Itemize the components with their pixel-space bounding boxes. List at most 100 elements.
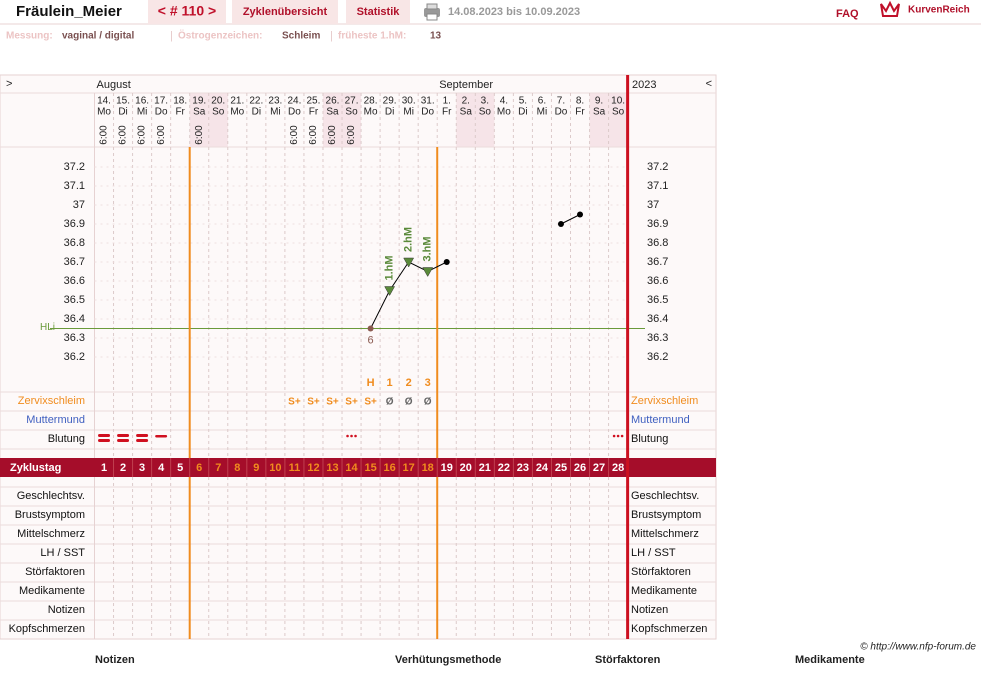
- cycle-nav[interactable]: < # 110 >: [158, 3, 216, 19]
- y-tick-label: 36.8: [64, 237, 85, 249]
- cervix-symbol: S+: [307, 397, 320, 408]
- y-tick-label: 36.6: [64, 275, 85, 287]
- bleeding-label: Blutung: [48, 433, 85, 445]
- cervix-symbol: Ø: [386, 397, 394, 408]
- info-label: Messung:: [6, 31, 53, 42]
- footer-section: Medikamente: [795, 654, 865, 666]
- spotting-mark: [616, 434, 620, 438]
- row-label: Kopfschmerzen: [9, 623, 85, 635]
- hm-marker: [403, 257, 415, 268]
- hm-marker: [384, 286, 396, 297]
- y-tick-label: 36.4: [64, 313, 85, 325]
- cervix-symbol: S+: [288, 397, 301, 408]
- y-tick-label: 36.9: [64, 218, 85, 230]
- date: 7.: [557, 96, 565, 107]
- date: 27.: [345, 96, 359, 107]
- month-label: August: [97, 79, 131, 91]
- bleeding-mark: [136, 434, 149, 437]
- weekday: Sa: [593, 107, 606, 118]
- date: 20.: [211, 96, 225, 107]
- date: 8.: [576, 96, 584, 107]
- measure-time: 6:00: [118, 125, 129, 145]
- weekday: Mo: [497, 107, 511, 118]
- point-label: 6: [368, 334, 374, 346]
- cycle-day: 4: [158, 462, 165, 474]
- weekend-shade: [456, 93, 476, 147]
- row-label-right: Geschlechtsv.: [631, 490, 699, 502]
- y-tick-label-right: 37.1: [647, 180, 668, 192]
- tab[interactable]: Zyklenübersicht: [243, 6, 328, 18]
- date: 19.: [192, 96, 206, 107]
- weekday: Mi: [270, 107, 281, 118]
- logo-text[interactable]: KurvenReich: [908, 5, 970, 16]
- y-tick-label: 37.2: [64, 161, 85, 173]
- cycle-day: 21: [479, 462, 491, 474]
- date: 22.: [249, 96, 263, 107]
- y-tick-label-right: 36.9: [647, 218, 668, 230]
- footer-section: Verhütungsmethode: [395, 654, 501, 666]
- y-tick-label: 36.3: [64, 332, 85, 344]
- weekday: Mi: [537, 107, 548, 118]
- weekend-shade: [589, 93, 609, 147]
- weekday: Fr: [309, 107, 319, 118]
- weekday: Mi: [403, 107, 414, 118]
- weekday: So: [212, 107, 225, 118]
- weekday: Mi: [137, 107, 148, 118]
- row-label-right: Mittelschmerz: [631, 528, 699, 540]
- y-tick-label: 37.1: [64, 180, 85, 192]
- nav-left[interactable]: >: [6, 78, 12, 90]
- tab[interactable]: Statistik: [357, 6, 401, 18]
- date: 30.: [402, 96, 416, 107]
- weekend-shade: [208, 93, 228, 147]
- y-tick-label-right: 37.2: [647, 161, 668, 173]
- cycle-day: 3: [139, 462, 145, 474]
- cycle-day: 2: [120, 462, 126, 474]
- measure-time: 6:00: [346, 125, 357, 145]
- weekday: Sa: [460, 107, 473, 118]
- row-label-right: Notizen: [631, 604, 668, 616]
- cycle-day: 25: [555, 462, 567, 474]
- tab-bg: [346, 0, 410, 24]
- date: 21.: [230, 96, 244, 107]
- cycle-day: 6: [196, 462, 202, 474]
- print-icon[interactable]: [424, 3, 440, 21]
- measure-time: 6:00: [289, 125, 300, 145]
- temperature-point: [577, 211, 584, 218]
- cycle-day: 19: [441, 462, 453, 474]
- date: 23.: [268, 96, 282, 107]
- peak-label: 2: [406, 377, 412, 389]
- spotting-mark: [346, 434, 349, 438]
- bleeding-mark: [155, 435, 168, 438]
- y-tick-label-right: 36.8: [647, 237, 668, 249]
- y-tick-label: 36.5: [64, 294, 85, 306]
- date: 6.: [538, 96, 546, 107]
- date: 18.: [173, 96, 187, 107]
- y-tick-label-right: 36.5: [647, 294, 668, 306]
- date-range: 14.08.2023 bis 10.09.2023: [448, 6, 580, 18]
- bleeding-mark: [117, 439, 130, 442]
- separator: |: [170, 30, 173, 42]
- weekday: Fr: [442, 107, 452, 118]
- logo-icon: [880, 0, 900, 17]
- cycle-day: 28: [612, 462, 624, 474]
- temperature-point: [367, 325, 374, 332]
- cycle-day: 1: [101, 462, 107, 474]
- nav-right[interactable]: <: [706, 78, 712, 90]
- cycle-day: 16: [383, 462, 395, 474]
- cervix-symbol: Ø: [405, 397, 413, 408]
- faq-link[interactable]: FAQ: [836, 8, 859, 20]
- cycle-label: Zyklustag: [10, 462, 61, 474]
- hm-marker: [422, 267, 434, 278]
- peak-label: 3: [425, 377, 431, 389]
- spotting-mark: [620, 434, 624, 438]
- row-label: Mittelschmerz: [17, 528, 85, 540]
- cover-line-label: HLi: [40, 322, 55, 333]
- measure-time: 6:00: [194, 125, 205, 145]
- weekday: Di: [518, 107, 527, 118]
- cycle-day: 24: [536, 462, 549, 474]
- y-tick-label: 36.2: [64, 351, 85, 363]
- copyright: © http://www.nfp-forum.de: [860, 642, 976, 653]
- row-label-right: Störfaktoren: [631, 566, 691, 578]
- temperature-point: [557, 221, 564, 227]
- cycle-day: 22: [498, 462, 510, 474]
